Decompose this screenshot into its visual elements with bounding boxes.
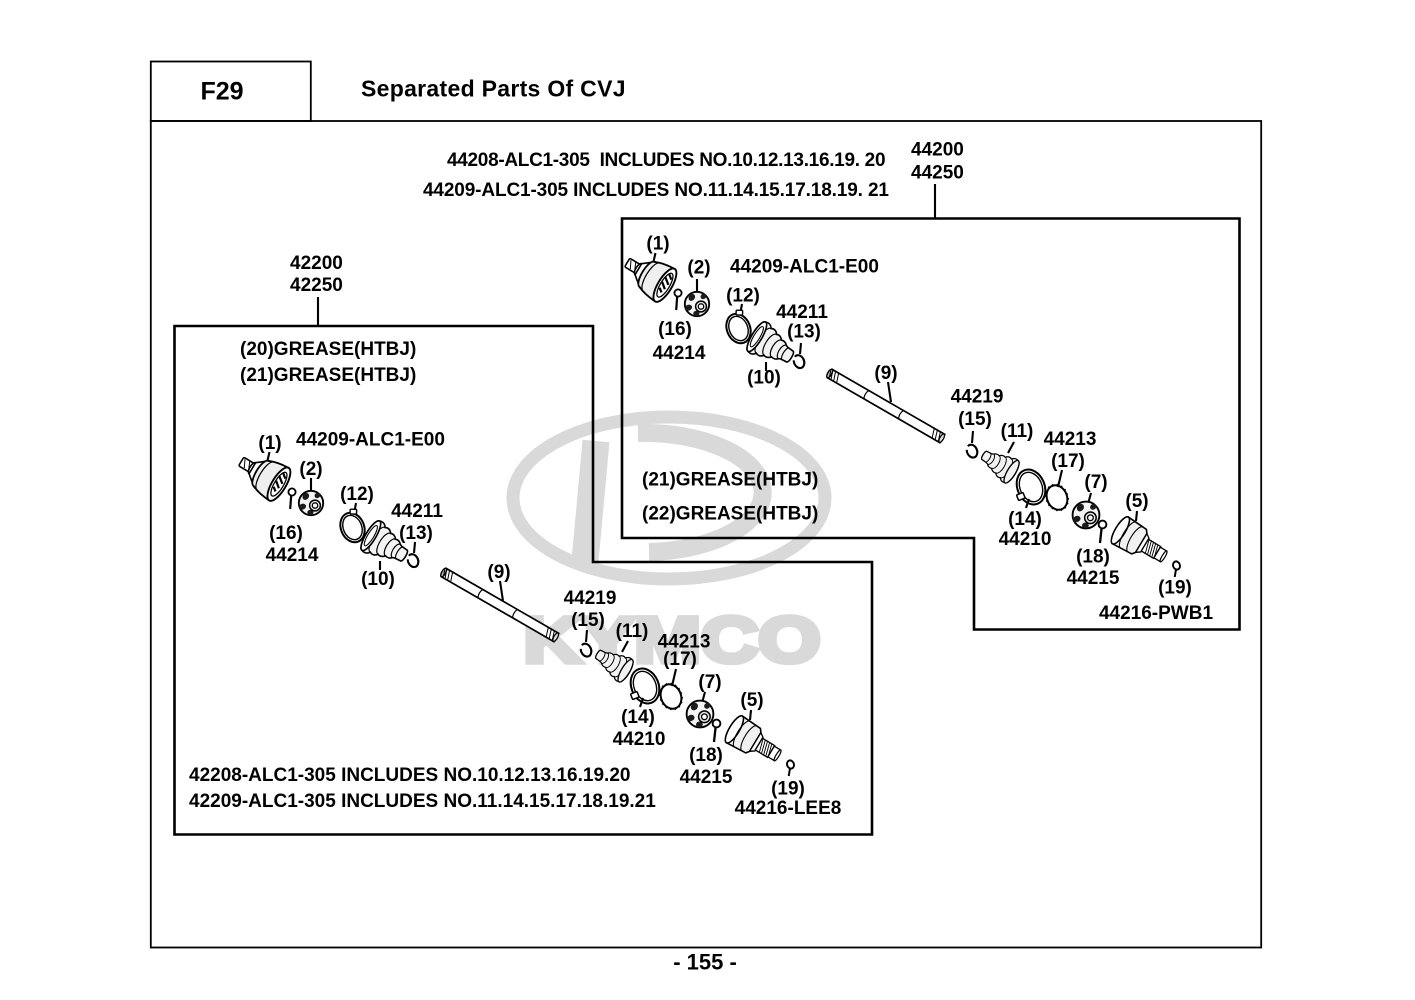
svg-text:42250: 42250: [290, 275, 343, 296]
svg-text:44219: 44219: [564, 588, 617, 609]
svg-text:44216-PWB1: 44216-PWB1: [1099, 603, 1213, 624]
svg-text:44215: 44215: [680, 767, 733, 788]
svg-text:(20)GREASE(HTBJ): (20)GREASE(HTBJ): [240, 339, 416, 360]
svg-text:(12): (12): [340, 484, 374, 505]
svg-text:Separated Parts Of CVJ: Separated Parts Of CVJ: [361, 76, 626, 102]
svg-text:44209-ALC1-305 INCLUDES NO.11.: 44209-ALC1-305 INCLUDES NO.11.14.15.17.1…: [423, 180, 889, 201]
svg-text:(10): (10): [747, 367, 781, 388]
svg-text:(13): (13): [399, 523, 433, 544]
svg-text:(14): (14): [1008, 509, 1042, 530]
svg-text:(21)GREASE(HTBJ): (21)GREASE(HTBJ): [240, 365, 416, 386]
svg-text:(9): (9): [874, 363, 897, 384]
svg-text:44214: 44214: [266, 545, 319, 566]
svg-text:KYMCO: KYMCO: [524, 604, 821, 676]
svg-text:44209-ALC1-E00: 44209-ALC1-E00: [730, 256, 879, 277]
svg-text:(15): (15): [571, 610, 605, 631]
svg-text:(14): (14): [621, 707, 655, 728]
svg-text:44210: 44210: [999, 529, 1052, 550]
svg-text:44213: 44213: [658, 631, 711, 652]
svg-text:44210: 44210: [613, 729, 666, 750]
svg-text:(7): (7): [698, 672, 721, 693]
svg-text:44219: 44219: [951, 386, 1004, 407]
svg-text:(12): (12): [726, 285, 760, 306]
svg-text:44250: 44250: [911, 162, 964, 183]
svg-text:(10): (10): [361, 569, 395, 590]
svg-text:(11): (11): [616, 621, 649, 642]
svg-text:44209-ALC1-E00: 44209-ALC1-E00: [296, 429, 445, 450]
svg-text:(19): (19): [1158, 577, 1192, 598]
svg-text:- 155 -: - 155 -: [673, 950, 737, 975]
svg-text:(13): (13): [787, 321, 821, 342]
svg-text:(21)GREASE(HTBJ): (21)GREASE(HTBJ): [642, 469, 818, 490]
svg-text:(2): (2): [299, 459, 322, 480]
svg-text:44208-ALC1-305 INCLUDES NO.10: 44208-ALC1-305 INCLUDES NO.10.12.13.16.1…: [447, 150, 885, 171]
svg-text:(22)GREASE(HTBJ): (22)GREASE(HTBJ): [642, 503, 818, 524]
svg-text:(2): (2): [687, 257, 710, 278]
svg-text:42200: 42200: [290, 253, 343, 274]
svg-text:(18): (18): [689, 745, 723, 766]
svg-text:44215: 44215: [1067, 568, 1120, 589]
svg-text:(17): (17): [663, 649, 697, 670]
svg-text:(15): (15): [958, 409, 992, 430]
svg-text:(1): (1): [258, 433, 281, 454]
svg-text:44214: 44214: [653, 343, 706, 364]
svg-text:(11): (11): [1001, 421, 1034, 442]
svg-text:(18): (18): [1076, 546, 1110, 567]
svg-text:44213: 44213: [1044, 429, 1097, 450]
svg-text:(1): (1): [646, 233, 669, 254]
svg-text:(9): (9): [487, 562, 510, 583]
svg-text:(5): (5): [740, 690, 763, 711]
svg-text:42209-ALC1-305 INCLUDES NO.11.: 42209-ALC1-305 INCLUDES NO.11.14.15.17.1…: [189, 791, 656, 812]
svg-text:42208-ALC1-305 INCLUDES NO.10.: 42208-ALC1-305 INCLUDES NO.10.12.13.16.1…: [189, 765, 630, 786]
svg-text:(19): (19): [771, 778, 805, 799]
svg-text:(7): (7): [1084, 472, 1107, 493]
svg-text:(5): (5): [1125, 491, 1148, 512]
svg-text:(17): (17): [1051, 451, 1085, 472]
svg-text:44211: 44211: [776, 302, 828, 323]
svg-text:(16): (16): [658, 319, 692, 340]
svg-text:44216-LEE8: 44216-LEE8: [735, 798, 842, 819]
svg-text:44211: 44211: [391, 501, 443, 522]
svg-text:(16): (16): [269, 523, 303, 544]
svg-text:44200: 44200: [911, 139, 964, 160]
svg-text:F29: F29: [200, 77, 243, 105]
